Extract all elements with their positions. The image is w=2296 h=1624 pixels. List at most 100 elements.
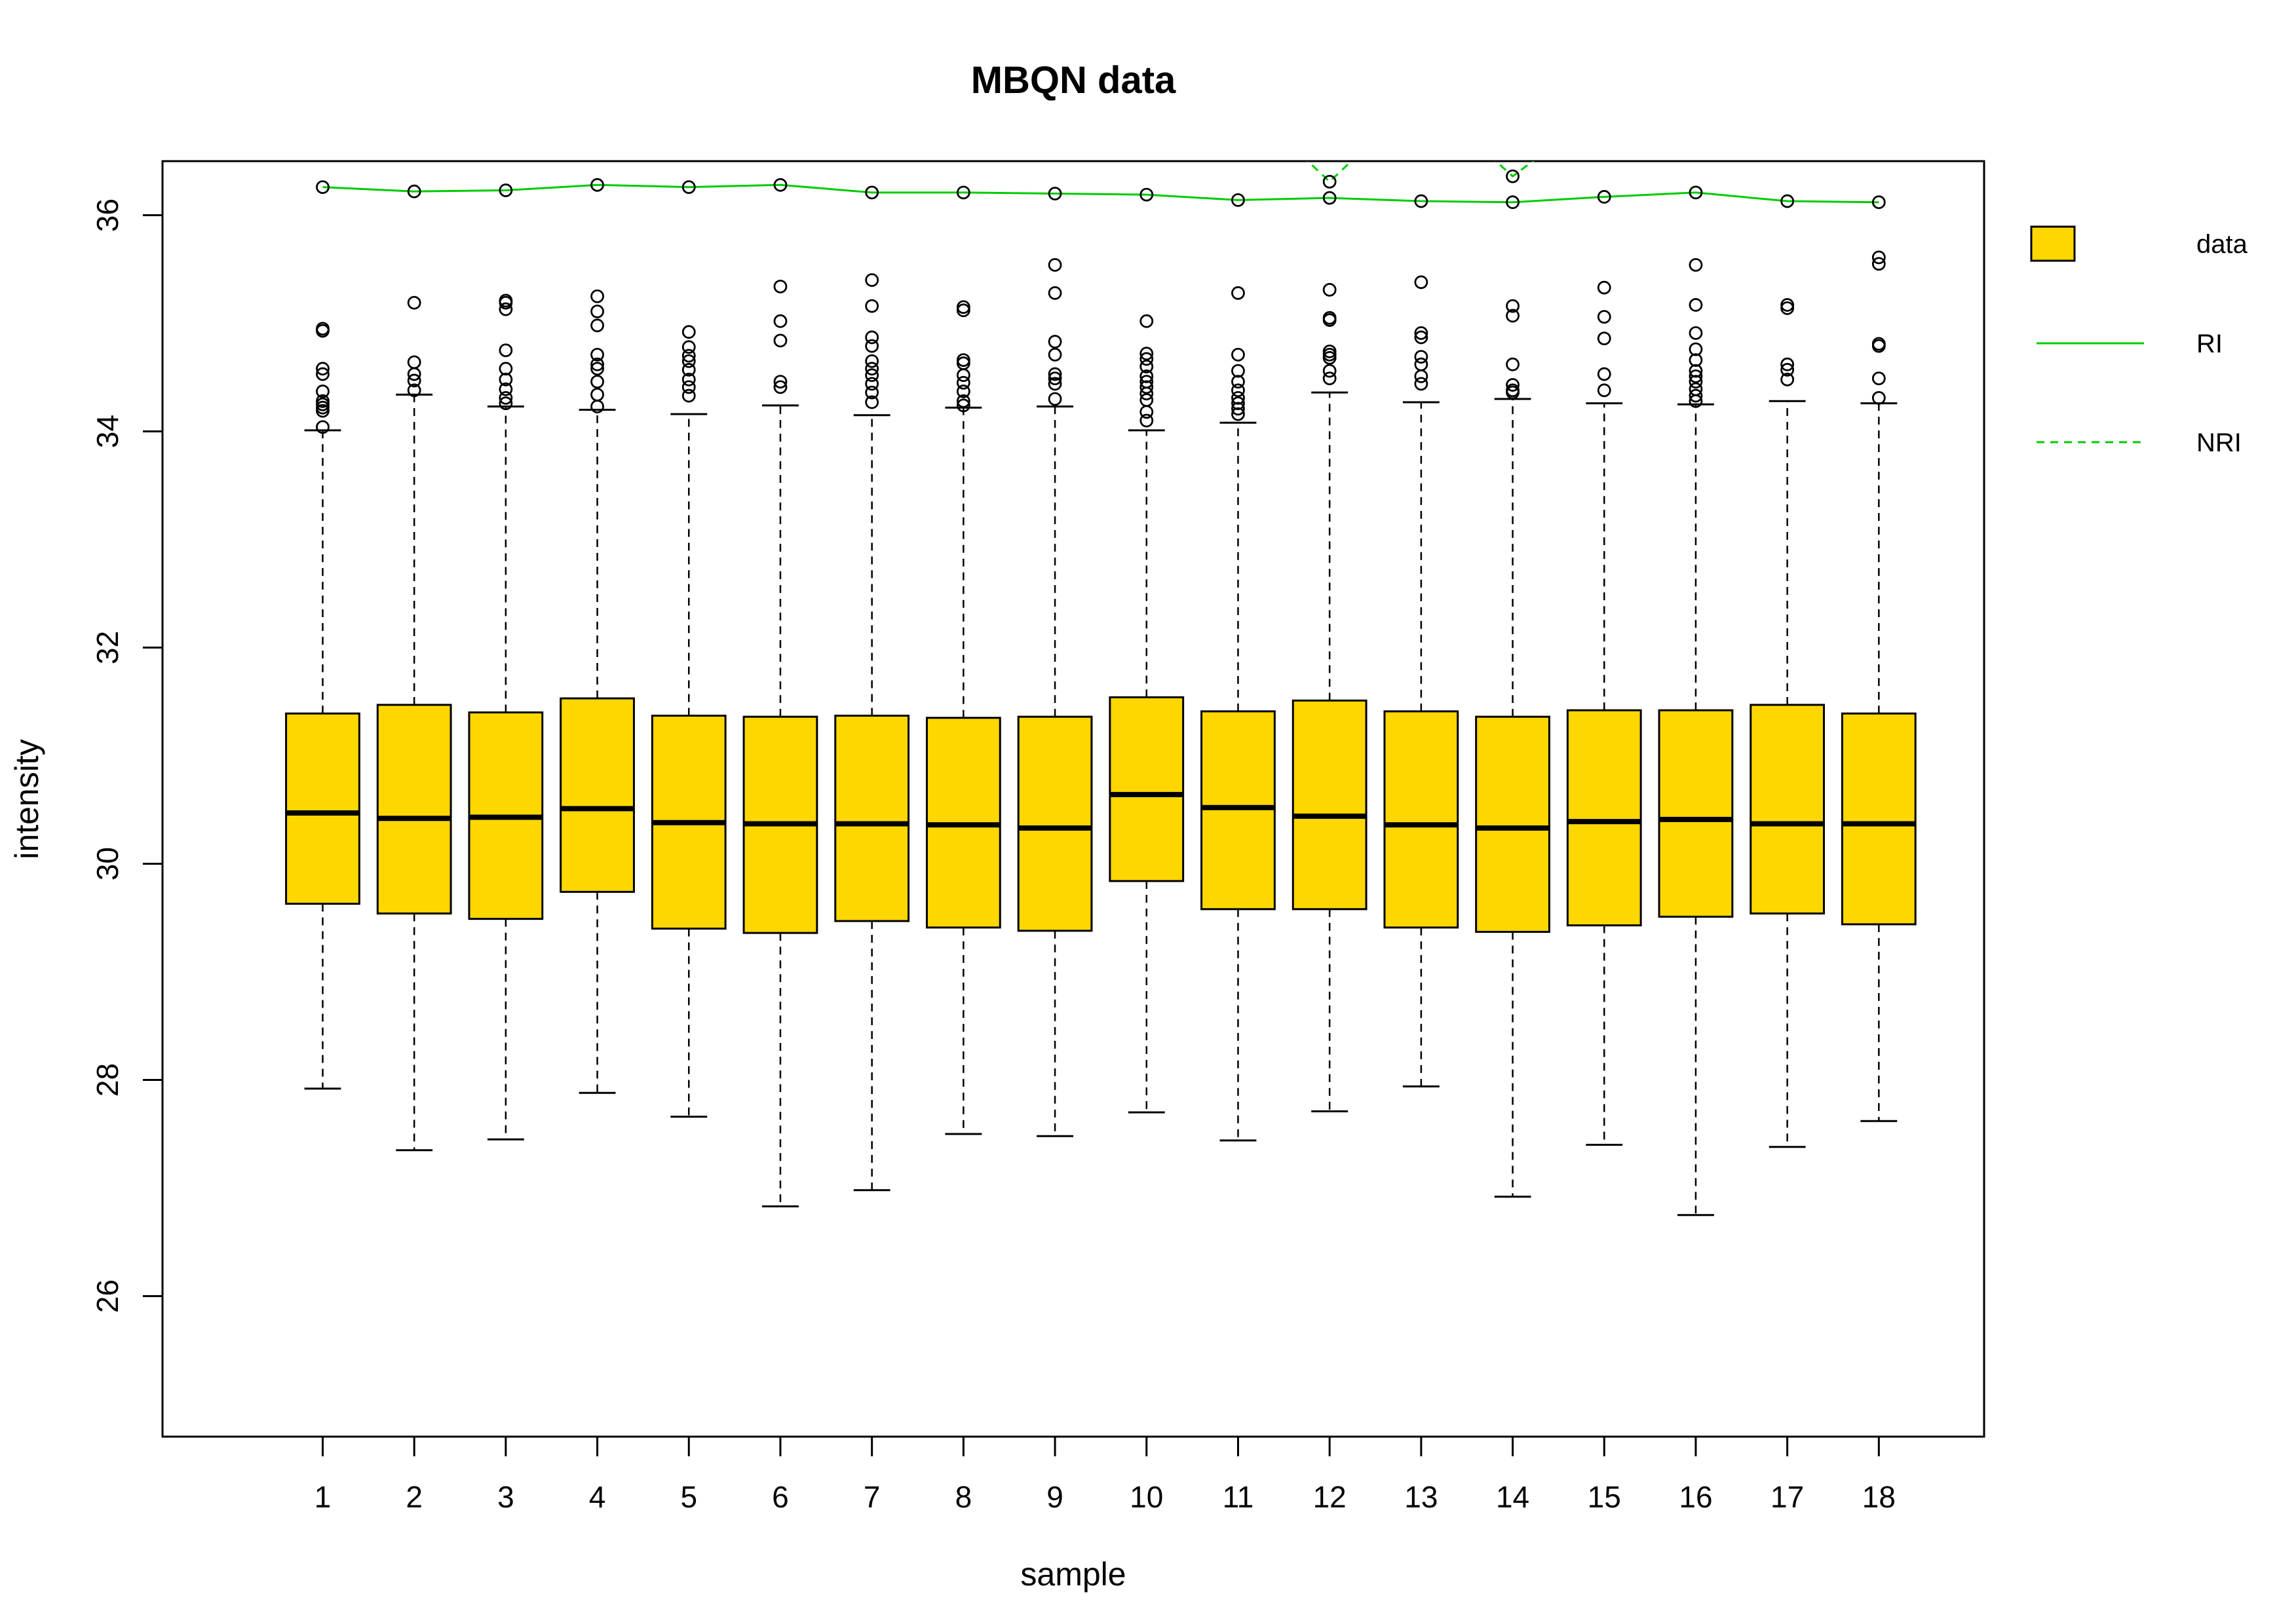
outlier-point	[1506, 357, 1520, 371]
x-tick-label: 8	[955, 1480, 972, 1514]
box-body	[1017, 715, 1093, 932]
box-body	[376, 704, 452, 915]
y-tick-label: 26	[90, 1279, 124, 1313]
outlier-point	[407, 373, 421, 388]
box-13	[1383, 275, 1459, 1087]
outlier-point	[1506, 309, 1520, 323]
y-tick-label: 36	[90, 198, 124, 232]
x-tick-label: 1	[315, 1480, 332, 1514]
outlier-point	[499, 382, 513, 396]
x-tick-label: 14	[1496, 1480, 1529, 1514]
box-4	[560, 289, 635, 1094]
outlier-point	[1780, 372, 1795, 387]
outlier-point	[1048, 335, 1062, 349]
outlier-point	[773, 279, 788, 293]
outlier-point	[1414, 350, 1428, 364]
outlier-point	[316, 385, 330, 398]
outlier-point	[1597, 310, 1611, 324]
outlier-point	[1139, 360, 1154, 373]
box-body	[1841, 712, 1917, 926]
box-body	[1109, 696, 1185, 882]
outlier-point	[1139, 314, 1154, 328]
box-16	[1658, 257, 1734, 1217]
box-body	[560, 697, 635, 893]
outlier-point	[1231, 383, 1245, 398]
outlier-point	[681, 349, 696, 363]
x-tick-label: 9	[1046, 1480, 1063, 1514]
box-body	[1566, 709, 1642, 927]
outlier-point	[590, 362, 604, 376]
outlier-point	[681, 363, 696, 377]
outlier-point	[1048, 367, 1062, 381]
box-8	[925, 300, 1001, 1135]
outlier-point	[865, 354, 879, 368]
outlier-point	[1689, 353, 1703, 367]
box-body	[1658, 709, 1734, 918]
outlier-point	[1689, 298, 1703, 312]
ri-point	[681, 180, 696, 195]
outlier-point	[865, 330, 879, 345]
outlier-point	[865, 273, 879, 287]
outlier-point	[1414, 275, 1428, 290]
x-tick-label: 18	[1862, 1480, 1896, 1514]
outlier-point	[773, 375, 788, 388]
x-tick-label: 11	[1223, 1480, 1254, 1514]
outlier-point	[1048, 371, 1062, 386]
x-tick-label: 5	[680, 1480, 697, 1514]
outlier-point	[316, 420, 330, 434]
outlier-point	[1139, 375, 1154, 388]
box-body	[1750, 704, 1826, 915]
box-18	[1841, 250, 1917, 1122]
outlier-point	[499, 372, 513, 387]
outlier-point	[1689, 257, 1703, 272]
outlier-point	[1139, 380, 1154, 394]
outlier-point	[1414, 326, 1428, 340]
outlier-point	[499, 390, 513, 405]
outlier-point	[407, 355, 421, 369]
outlier-point	[1139, 393, 1154, 407]
box-2	[376, 295, 452, 1152]
outlier-point	[1871, 337, 1886, 351]
outlier-point	[956, 385, 970, 398]
box-body	[1200, 710, 1276, 911]
x-tick-label: 10	[1130, 1480, 1163, 1514]
outlier-point	[590, 375, 604, 388]
outlier-point	[1139, 347, 1154, 361]
outlier-point	[316, 362, 330, 376]
outlier-point	[1231, 286, 1245, 300]
outlier-point	[773, 333, 788, 348]
ri-point	[1871, 195, 1886, 210]
outlier-point	[865, 368, 879, 383]
box-10	[1109, 314, 1185, 1114]
outlier-point	[407, 383, 421, 398]
outlier-point	[590, 388, 604, 402]
outlier-point	[1597, 331, 1611, 345]
box-body	[834, 714, 910, 922]
y-tick-label: 30	[90, 847, 124, 880]
nri-line	[1306, 161, 1353, 183]
legend-label: NRI	[2196, 428, 2242, 457]
ri-point	[1780, 194, 1795, 208]
x-tick-label: 3	[497, 1480, 514, 1514]
outlier-point	[499, 293, 513, 308]
outlier-point	[1048, 347, 1062, 362]
outlier-point	[1231, 407, 1245, 421]
box-5	[651, 325, 727, 1118]
outlier-point	[956, 375, 970, 390]
outlier-point	[1780, 357, 1795, 371]
outlier-point	[1231, 347, 1245, 362]
outlier-point	[1689, 364, 1703, 378]
outlier-point	[681, 340, 696, 354]
outlier-point	[1322, 282, 1337, 297]
outlier-point	[1048, 286, 1062, 300]
box-12	[1292, 282, 1368, 1112]
box-7	[834, 273, 910, 1192]
y-axis-label: intensity	[9, 739, 45, 859]
box-17	[1750, 298, 1826, 1148]
ri-point	[1231, 193, 1245, 207]
outlier-point	[1871, 371, 1886, 386]
box-body	[1475, 715, 1550, 933]
ri-point	[1139, 187, 1154, 202]
ri-point	[316, 180, 330, 195]
